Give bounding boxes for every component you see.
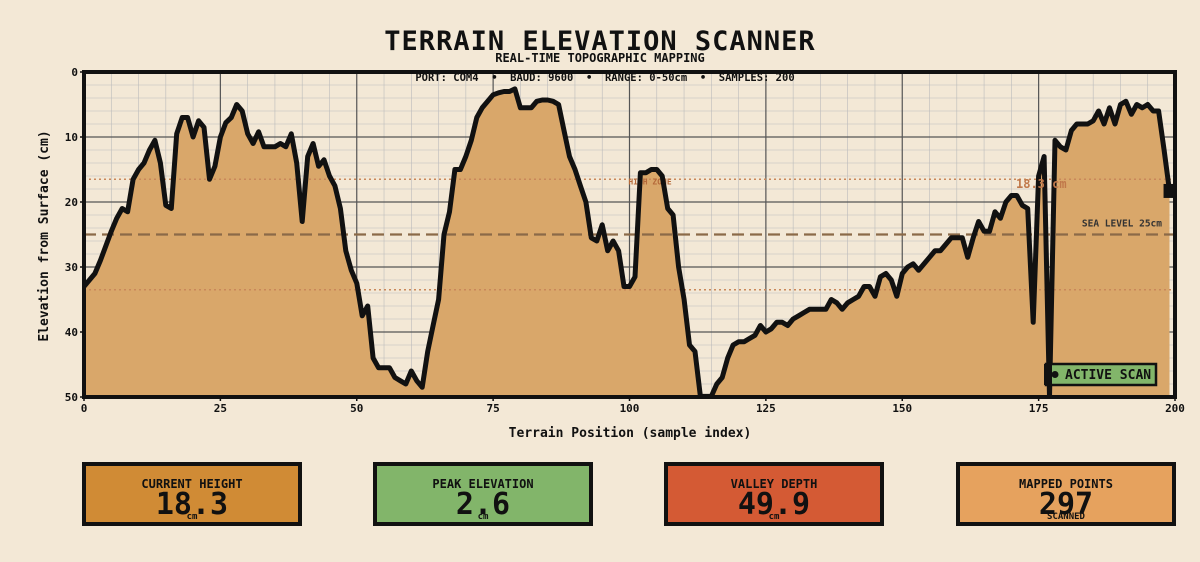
status-dot-icon xyxy=(1051,371,1059,378)
card-label: PEAK ELEVATION xyxy=(432,477,534,491)
reference-lines: SEA LEVEL 25cm HIGH ZONE xyxy=(84,177,1175,291)
peak-elevation-card: PEAK ELEVATION 2.6 cm xyxy=(373,462,593,526)
x-tick-label: 200 xyxy=(1165,402,1185,415)
card-value: 2.6 xyxy=(455,487,511,522)
terrain-area xyxy=(84,88,1170,398)
connection-info: PORT: COM4 • BAUD: 9600 • RANGE: 0-50cm … xyxy=(415,72,794,84)
active-scan-label: ACTIVE SCAN xyxy=(1065,368,1151,383)
page-title: TERRAIN ELEVATION SCANNER xyxy=(384,26,816,57)
y-tick-label: 50 xyxy=(65,391,78,404)
x-tick-label: 50 xyxy=(350,402,363,415)
stat-cards: CURRENT HEIGHT 18.3 cm PEAK ELEVATION 2.… xyxy=(0,462,1200,528)
card-unit: SCANNED xyxy=(1047,512,1085,522)
current-height-card: CURRENT HEIGHT 18.3 cm xyxy=(82,462,302,526)
card-label: CURRENT HEIGHT xyxy=(141,477,243,491)
page-subtitle: REAL-TIME TOPOGRAPHIC MAPPING xyxy=(495,51,705,65)
mapped-points-card: MAPPED POINTS 297 SCANNED xyxy=(956,462,1176,526)
sea-level-label: SEA LEVEL 25cm xyxy=(1082,219,1162,230)
card-value: 49.9 xyxy=(737,487,811,522)
y-tick-label: 0 xyxy=(71,66,78,79)
card-unit: cm xyxy=(477,512,489,522)
x-tick-label: 125 xyxy=(756,402,776,415)
terrain-line xyxy=(82,86,1172,399)
x-tick-label: 150 xyxy=(892,402,912,415)
card-value: 18.3 xyxy=(155,487,229,522)
y-tick-label: 30 xyxy=(65,261,78,274)
y-tick-label: 20 xyxy=(65,196,78,209)
scan-head-marker xyxy=(1163,183,1176,198)
x-tick-label: 0 xyxy=(81,402,88,415)
x-tick-label: 25 xyxy=(214,402,227,415)
x-tick-label: 75 xyxy=(487,402,500,415)
annotations: 18.3 cm ACTIVE SCAN xyxy=(1016,177,1176,387)
terrain-chart: SEA LEVEL 25cm HIGH ZONE PORT: COM4 • BAU… xyxy=(37,66,1185,441)
y-tick-label: 10 xyxy=(65,131,78,144)
x-tick-label: 100 xyxy=(620,402,640,415)
zone-label: HIGH ZONE xyxy=(628,177,672,186)
card-label: MAPPED POINTS xyxy=(1019,477,1113,491)
card-value: 297 xyxy=(1038,487,1094,522)
axis-ticks: 0 25 50 75 100 125 150 175 200 0 10 20 30 40 50 xyxy=(65,66,1185,415)
y-axis-label: Elevation from Surface (cm) xyxy=(37,130,52,341)
card-unit: cm xyxy=(768,512,780,522)
card-label: VALLEY DEPTH xyxy=(730,477,818,491)
current-height-annotation: 18.3 cm xyxy=(1016,177,1067,191)
y-tick-label: 40 xyxy=(65,326,78,339)
x-tick-label: 175 xyxy=(1029,402,1049,415)
valley-depth-card: VALLEY DEPTH 49.9 cm xyxy=(664,462,884,526)
scan-cursor-marker xyxy=(1044,364,1052,385)
card-unit: cm xyxy=(186,512,198,522)
x-axis-label: Terrain Position (sample index) xyxy=(509,426,752,441)
